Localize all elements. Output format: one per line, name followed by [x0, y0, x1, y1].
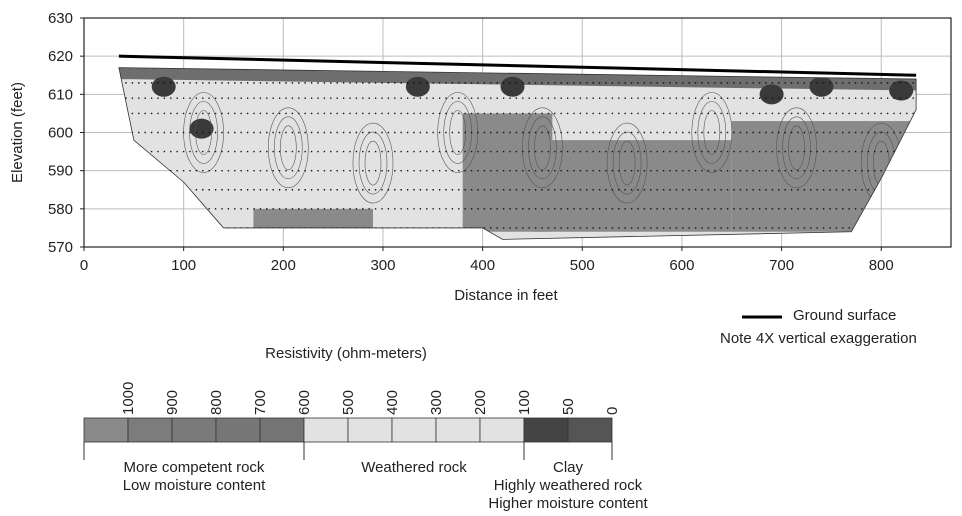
contour-line [528, 116, 557, 180]
x-tick-label: 400 [470, 257, 495, 274]
ground-surface-line [118, 54, 917, 77]
colorbar-tick-label: 50 [560, 398, 577, 415]
contour-line [703, 110, 721, 155]
legend-note: Note 4X vertical exaggeration [720, 330, 917, 347]
colorbar-group-label: Highly weathered rock [494, 477, 643, 494]
colorbar-cell [303, 417, 349, 443]
y-axis-title: Elevation (feet) [9, 82, 26, 183]
contour-line [691, 92, 733, 173]
colorbar-group-label: More competent rock [124, 459, 265, 476]
contour-line [273, 116, 303, 180]
colorbar-group-label: Low moisture content [123, 477, 266, 494]
y-tick-label: 630 [48, 10, 73, 27]
contour-line [279, 125, 297, 171]
contour-line [788, 125, 805, 171]
colorbar-cell [259, 417, 305, 443]
contour-line [697, 101, 727, 164]
colorbar-cell [347, 417, 393, 443]
section-body [118, 67, 917, 240]
colorbar-cell [83, 417, 129, 443]
contour-line [782, 116, 811, 180]
colorbar-tick-label: 200 [472, 390, 489, 415]
contour-line [352, 122, 394, 204]
resistivity-section [118, 67, 917, 240]
contour-line [195, 110, 212, 155]
x-tick-label: 700 [769, 257, 794, 274]
x-tick-label: 0 [80, 257, 88, 274]
colorbar-tick-label: 300 [428, 390, 445, 415]
colorbar-tick-label: 500 [340, 390, 357, 415]
y-tick-label: 590 [48, 163, 73, 180]
y-tick-label: 570 [48, 239, 73, 256]
y-tick-label: 620 [48, 48, 73, 65]
colorbar-tick-label: 800 [208, 390, 225, 415]
x-tick-label: 500 [570, 257, 595, 274]
colorbar-title: Resistivity (ohm-meters) [265, 345, 427, 362]
x-tick-label: 300 [370, 257, 395, 274]
contour-line [364, 140, 382, 186]
contour-line [618, 140, 636, 186]
competent-rock-zone [532, 140, 732, 232]
legend-ground-surface-label: Ground surface [793, 307, 897, 324]
section-outline [118, 67, 917, 240]
colorbar-cell [567, 417, 613, 443]
clay-patch [809, 76, 834, 97]
colorbar-cell [435, 417, 481, 443]
clay-patch [189, 118, 214, 139]
y-tick-label: 580 [48, 201, 73, 218]
clay-patch [405, 76, 430, 97]
colorbar-tick-label: 400 [384, 390, 401, 415]
colorbar-cell [127, 417, 173, 443]
contour-line [522, 107, 563, 189]
contour-line [267, 107, 309, 189]
x-tick-label: 200 [271, 257, 296, 274]
clay-patch [500, 76, 525, 97]
colorbar-cell [523, 417, 569, 443]
colorbar-cell [391, 417, 437, 443]
colorbar-cell [479, 417, 525, 443]
contour-line [776, 107, 817, 189]
y-tick-label: 600 [48, 125, 73, 142]
axes: 0 100 200 300 400 500 600 700 800 570 580 590 600 610… [9, 10, 952, 274]
x-axis-title: Distance in feet [454, 287, 558, 304]
colorbar-tick-label: 1000 [120, 382, 137, 415]
clay-patch [889, 80, 914, 101]
competent-rock-zone [253, 208, 373, 228]
contour-line [534, 125, 551, 171]
colorbar-tick-label: 700 [252, 390, 269, 415]
y-tick-label: 610 [48, 86, 73, 103]
contour-line [606, 122, 648, 204]
contour-line [612, 131, 642, 195]
contour-line [358, 131, 388, 195]
colorbar-group-label: Clay [553, 459, 584, 476]
competent-rock-zone [731, 121, 912, 232]
colorbar-tick-label: 600 [296, 390, 313, 415]
x-tick-label: 800 [869, 257, 894, 274]
colorbar-cell [171, 417, 217, 443]
colorbar-group-label: Weathered rock [361, 459, 467, 476]
colorbar-tick-label: 100 [516, 390, 533, 415]
colorbar-cell [215, 417, 261, 443]
clay-patch [759, 84, 784, 105]
colorbar-tick-label: 900 [164, 390, 181, 415]
x-tick-label: 600 [669, 257, 694, 274]
clay-patch [151, 76, 176, 97]
colorbar-group-label: Higher moisture content [488, 495, 648, 512]
x-tick-label: 100 [171, 257, 196, 274]
colorbar-tick-label: 0 [604, 407, 621, 415]
